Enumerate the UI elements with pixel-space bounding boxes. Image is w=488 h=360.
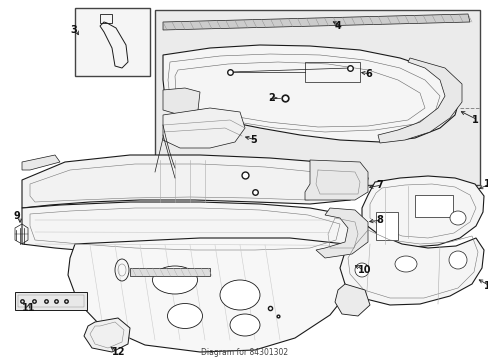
Bar (130, 268, 209, 276)
Ellipse shape (152, 266, 197, 294)
Polygon shape (22, 155, 60, 170)
Bar (155, 10, 479, 185)
Text: 13: 13 (483, 179, 488, 189)
Polygon shape (84, 318, 130, 352)
Polygon shape (315, 208, 367, 258)
Bar (15, 292, 87, 310)
Polygon shape (163, 88, 200, 115)
Bar (414, 195, 452, 217)
Text: 10: 10 (357, 265, 371, 275)
Polygon shape (163, 45, 459, 142)
Polygon shape (68, 238, 355, 352)
Polygon shape (163, 14, 469, 30)
Circle shape (448, 251, 466, 269)
Text: 6: 6 (364, 69, 371, 79)
Ellipse shape (220, 280, 260, 310)
Text: 1: 1 (471, 115, 478, 125)
Bar (18, 295, 84, 307)
Text: 5: 5 (249, 135, 256, 145)
Text: 9: 9 (14, 211, 20, 221)
Ellipse shape (229, 314, 260, 336)
Text: 2: 2 (267, 93, 274, 103)
Ellipse shape (394, 256, 416, 272)
Bar (75, 8, 150, 76)
Polygon shape (361, 176, 483, 247)
Bar (375, 212, 397, 240)
Polygon shape (163, 108, 244, 148)
Polygon shape (377, 58, 461, 143)
Text: 7: 7 (375, 180, 382, 190)
Bar (305, 62, 359, 82)
Polygon shape (22, 202, 354, 256)
Circle shape (354, 263, 368, 277)
Polygon shape (339, 222, 483, 305)
Text: 3: 3 (70, 25, 77, 35)
Bar (100, 14, 112, 23)
Text: 11: 11 (22, 303, 36, 313)
Text: 8: 8 (375, 215, 382, 225)
Ellipse shape (167, 303, 202, 328)
Text: 14: 14 (483, 281, 488, 291)
Polygon shape (22, 155, 367, 208)
Polygon shape (305, 160, 367, 200)
Text: Diagram for 84301302: Diagram for 84301302 (201, 348, 287, 357)
Polygon shape (334, 284, 369, 316)
Text: 4: 4 (334, 21, 341, 31)
Ellipse shape (449, 211, 465, 225)
Text: 12: 12 (112, 347, 125, 357)
